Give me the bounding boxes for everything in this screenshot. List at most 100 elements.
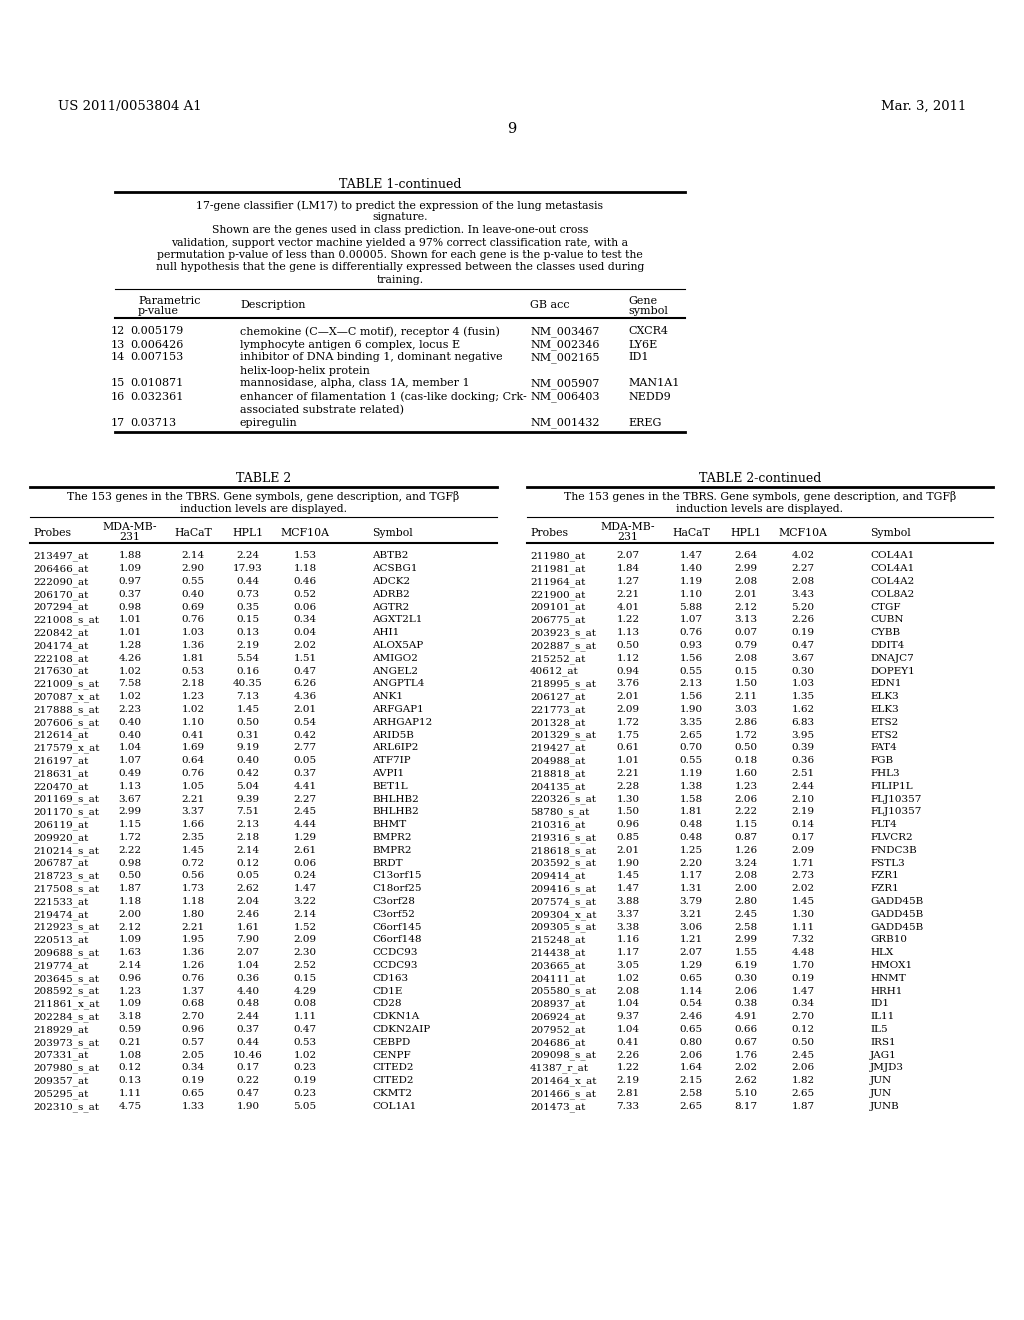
Text: 1.90: 1.90 [616, 859, 640, 867]
Text: 2.61: 2.61 [294, 846, 316, 855]
Text: 3.05: 3.05 [616, 961, 640, 970]
Text: 1.04: 1.04 [119, 743, 141, 752]
Text: 1.64: 1.64 [680, 1064, 702, 1072]
Text: 3.79: 3.79 [680, 898, 702, 906]
Text: CD28: CD28 [372, 999, 401, 1008]
Text: 1.22: 1.22 [616, 1064, 640, 1072]
Text: 0.005179: 0.005179 [130, 326, 183, 337]
Text: CDKN2AIP: CDKN2AIP [372, 1026, 430, 1034]
Text: 2.08: 2.08 [734, 653, 758, 663]
Text: 216197_at: 216197_at [33, 756, 88, 766]
Text: 2.22: 2.22 [119, 846, 141, 855]
Text: 221009_s_at: 221009_s_at [33, 680, 99, 689]
Text: 1.36: 1.36 [181, 642, 205, 649]
Text: AGTR2: AGTR2 [372, 603, 410, 611]
Text: 1.03: 1.03 [181, 628, 205, 638]
Text: 0.42: 0.42 [294, 731, 316, 739]
Text: Probes: Probes [33, 528, 71, 537]
Text: 2.77: 2.77 [294, 743, 316, 752]
Text: 206119_at: 206119_at [33, 820, 88, 830]
Text: 5.20: 5.20 [792, 603, 814, 611]
Text: 0.31: 0.31 [237, 731, 259, 739]
Text: 0.93: 0.93 [680, 642, 702, 649]
Text: 2.02: 2.02 [294, 642, 316, 649]
Text: 2.07: 2.07 [680, 948, 702, 957]
Text: 1.45: 1.45 [181, 846, 205, 855]
Text: 1.11: 1.11 [792, 923, 814, 932]
Text: permutation p-value of less than 0.00005. Shown for each gene is the p-value to : permutation p-value of less than 0.00005… [157, 249, 643, 260]
Text: induction levels are displayed.: induction levels are displayed. [180, 503, 347, 513]
Text: 2.44: 2.44 [792, 781, 814, 791]
Text: 4.02: 4.02 [792, 552, 814, 561]
Text: The 153 genes in the TBRS. Gene symbols, gene description, and TGFβ: The 153 genes in the TBRS. Gene symbols,… [68, 491, 460, 503]
Text: 2.22: 2.22 [734, 808, 758, 817]
Text: 2.65: 2.65 [680, 1102, 702, 1111]
Text: 1.73: 1.73 [181, 884, 205, 894]
Text: 4.01: 4.01 [616, 603, 640, 611]
Text: 0.40: 0.40 [181, 590, 205, 599]
Text: 1.01: 1.01 [119, 628, 141, 638]
Text: 218723_s_at: 218723_s_at [33, 871, 99, 882]
Text: 0.48: 0.48 [680, 833, 702, 842]
Text: 1.05: 1.05 [181, 781, 205, 791]
Text: 220326_s_at: 220326_s_at [530, 795, 596, 804]
Text: NM_001432: NM_001432 [530, 417, 599, 428]
Text: 217888_s_at: 217888_s_at [33, 705, 99, 715]
Text: 0.54: 0.54 [680, 999, 702, 1008]
Text: 2.12: 2.12 [734, 603, 758, 611]
Text: 2.58: 2.58 [680, 1089, 702, 1098]
Text: 0.44: 0.44 [237, 577, 259, 586]
Text: ID1: ID1 [628, 352, 648, 363]
Text: 1.56: 1.56 [680, 692, 702, 701]
Text: 209357_at: 209357_at [33, 1076, 88, 1086]
Text: 0.17: 0.17 [792, 833, 814, 842]
Text: 3.35: 3.35 [680, 718, 702, 727]
Text: 201464_x_at: 201464_x_at [530, 1076, 597, 1086]
Text: 1.04: 1.04 [616, 999, 640, 1008]
Text: 2.99: 2.99 [734, 936, 758, 945]
Text: AMIGO2: AMIGO2 [372, 653, 418, 663]
Text: 0.006426: 0.006426 [130, 339, 183, 350]
Text: JUNB: JUNB [870, 1102, 900, 1111]
Text: 0.08: 0.08 [294, 999, 316, 1008]
Text: 0.53: 0.53 [181, 667, 205, 676]
Text: 9.19: 9.19 [237, 743, 259, 752]
Text: 2.52: 2.52 [294, 961, 316, 970]
Text: 1.29: 1.29 [680, 961, 702, 970]
Text: 1.40: 1.40 [680, 565, 702, 573]
Text: 2.21: 2.21 [616, 770, 640, 777]
Text: ETS2: ETS2 [870, 731, 898, 739]
Text: 2.58: 2.58 [734, 923, 758, 932]
Text: 0.19: 0.19 [792, 974, 814, 983]
Text: BHLHB2: BHLHB2 [372, 795, 419, 804]
Text: ATF7IP: ATF7IP [372, 756, 411, 766]
Text: 0.67: 0.67 [734, 1038, 758, 1047]
Text: 2.30: 2.30 [294, 948, 316, 957]
Text: 0.55: 0.55 [181, 577, 205, 586]
Text: 0.42: 0.42 [237, 770, 259, 777]
Text: 1.71: 1.71 [792, 859, 814, 867]
Text: 0.80: 0.80 [680, 1038, 702, 1047]
Text: 0.007153: 0.007153 [130, 352, 183, 363]
Text: 211861_x_at: 211861_x_at [33, 999, 99, 1010]
Text: 222090_at: 222090_at [33, 577, 88, 587]
Text: signature.: signature. [373, 213, 428, 223]
Text: 1.19: 1.19 [680, 770, 702, 777]
Text: 214438_at: 214438_at [530, 948, 586, 958]
Text: 0.47: 0.47 [792, 642, 814, 649]
Text: 2.07: 2.07 [237, 948, 259, 957]
Text: 1.23: 1.23 [119, 986, 141, 995]
Text: 231: 231 [617, 532, 639, 543]
Text: 2.70: 2.70 [792, 1012, 814, 1022]
Text: 1.27: 1.27 [616, 577, 640, 586]
Text: MCF10A: MCF10A [778, 528, 827, 537]
Text: 0.36: 0.36 [792, 756, 814, 766]
Text: lymphocyte antigen 6 complex, locus E: lymphocyte antigen 6 complex, locus E [240, 339, 460, 350]
Text: 2.01: 2.01 [616, 846, 640, 855]
Text: 221533_at: 221533_at [33, 898, 88, 907]
Text: 209101_at: 209101_at [530, 603, 586, 612]
Text: C18orf25: C18orf25 [372, 884, 422, 894]
Text: Gene: Gene [628, 296, 657, 305]
Text: GADD45B: GADD45B [870, 923, 924, 932]
Text: FAT4: FAT4 [870, 743, 897, 752]
